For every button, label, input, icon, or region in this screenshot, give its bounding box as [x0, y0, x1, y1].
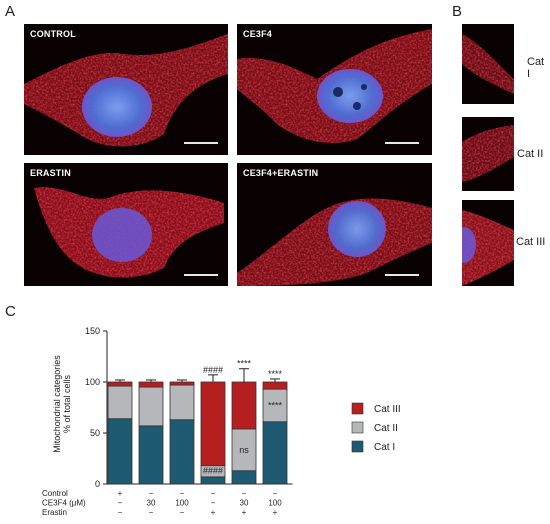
cell-image-ce3f4-erastin	[237, 198, 432, 286]
condition-cell: −	[180, 508, 185, 517]
condition-cell: −	[149, 489, 154, 498]
condition-cell: −	[149, 508, 154, 517]
inset-image-cat-ii	[462, 125, 514, 182]
inset-label-cat-iii: Cat III	[516, 236, 546, 248]
cell-image-erastin	[34, 187, 224, 278]
condition-cell: 30	[240, 499, 249, 508]
condition-cell: −	[180, 489, 185, 498]
micrograph-label-control: CONTROL	[30, 29, 76, 39]
inset-cat-i	[462, 24, 514, 104]
significance-label: ####	[203, 365, 223, 375]
bar-segment-cat-iii	[107, 381, 133, 387]
micrograph-ce3f4-erastin: CE3F4+ERASTIN	[237, 163, 432, 286]
micrograph-label-ce3f4: CE3F4	[243, 29, 273, 39]
inset-cat-ii	[462, 117, 514, 191]
cell-image-control	[24, 34, 228, 147]
condition-cell: −	[118, 508, 123, 517]
condition-cell: +	[118, 489, 123, 498]
significance-label: ####	[203, 466, 223, 476]
micrograph-label-erastin: ERASTIN	[30, 168, 71, 178]
scale-bar	[184, 274, 218, 276]
condition-cell: 30	[147, 499, 156, 508]
condition-cell: 100	[175, 499, 189, 508]
y-axis-label-line1: Mitochondrial categories	[52, 355, 62, 453]
bar-segment-cat-iii	[138, 381, 164, 388]
bar-segment-cat-ii	[262, 388, 288, 423]
panel-letter-c: C	[5, 303, 16, 320]
micrograph-label-ce3f4-erastin: CE3F4+ERASTIN	[243, 168, 319, 178]
bar-segment-cat-i	[138, 425, 164, 485]
y-tick-label: 50	[90, 428, 100, 438]
condition-cell: −	[273, 489, 278, 498]
bar-segment-cat-iii	[169, 381, 195, 386]
bar-segment-cat-ii	[138, 386, 164, 427]
cell-image-ce3f4	[237, 29, 432, 144]
condition-row-label: Control	[42, 489, 68, 498]
bar-segment-cat-ii	[107, 385, 133, 420]
bar-segment-cat-ii	[231, 428, 257, 472]
condition-cell: +	[211, 508, 216, 517]
legend-swatch-cat-iii	[351, 402, 364, 415]
legend-label-cat-i: Cat I	[374, 442, 395, 453]
bar-segment-cat-iii	[200, 381, 226, 467]
panel-letter-a: A	[5, 3, 16, 20]
bar-segment-cat-i	[262, 421, 288, 485]
inset-label-cat-i: Cat I	[527, 56, 545, 80]
inset-image-cat-i	[462, 34, 514, 94]
y-tick-label: 100	[85, 377, 100, 387]
micrograph-erastin: ERASTIN	[24, 163, 228, 286]
micrograph-control: CONTROL	[24, 24, 228, 155]
condition-cell: −	[211, 499, 216, 508]
legend-swatch-cat-i	[351, 440, 364, 453]
legend-label-cat-ii: Cat II	[374, 423, 398, 434]
condition-cell: +	[242, 508, 247, 517]
significance-label: ****	[268, 369, 283, 379]
condition-cell: −	[118, 499, 123, 508]
legend-label-cat-iii: Cat III	[374, 404, 401, 415]
condition-cell: −	[242, 489, 247, 498]
bar-segment-cat-iii	[231, 381, 257, 430]
y-axis-label-line2: % of total cells	[62, 374, 72, 433]
inset-image-cat-iii	[462, 210, 514, 286]
bar-segment-cat-i	[169, 419, 195, 485]
scale-bar	[385, 274, 419, 276]
bar-segment-cat-iii	[262, 381, 288, 390]
significance-label: ****	[268, 400, 283, 410]
stacked-bar-chart: Mitochondrial categories % of total cell…	[42, 326, 401, 517]
y-tick-label: 0	[95, 479, 100, 489]
condition-row-label: CE3F4 (μM)	[42, 499, 86, 508]
inset-cat-iii	[462, 200, 514, 286]
y-tick-label: 150	[85, 326, 100, 336]
condition-cell: +	[273, 508, 278, 517]
condition-row-label: Erastin	[42, 508, 67, 517]
inset-label-cat-ii: Cat II	[517, 148, 544, 160]
scale-bar	[385, 142, 419, 144]
micrograph-ce3f4: CE3F4	[237, 24, 432, 155]
condition-cell: −	[211, 489, 216, 498]
bar-segment-cat-i	[107, 418, 133, 485]
panel-letter-b: B	[452, 3, 463, 20]
bar-segment-cat-ii	[169, 384, 195, 421]
bar-segment-cat-i	[200, 476, 226, 485]
scale-bar	[184, 142, 218, 144]
significance-label: ****	[237, 359, 252, 369]
significance-label: ns	[239, 445, 249, 455]
bar-segment-cat-i	[231, 470, 257, 485]
condition-cell: 100	[268, 499, 282, 508]
legend-swatch-cat-ii	[351, 421, 364, 434]
